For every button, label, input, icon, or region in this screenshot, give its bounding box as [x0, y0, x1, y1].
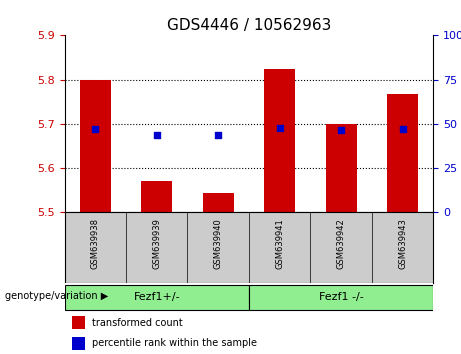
- Bar: [72, 337, 85, 350]
- Point: [399, 126, 406, 132]
- Title: GDS4446 / 10562963: GDS4446 / 10562963: [167, 18, 331, 33]
- Text: GSM639940: GSM639940: [214, 218, 223, 269]
- Text: GSM639938: GSM639938: [91, 218, 100, 269]
- Text: GSM639942: GSM639942: [337, 218, 346, 269]
- Text: GSM639939: GSM639939: [152, 218, 161, 269]
- Bar: [264, 69, 295, 212]
- Point: [214, 132, 222, 137]
- Point: [276, 125, 284, 131]
- Point: [92, 126, 99, 132]
- Bar: [72, 316, 85, 329]
- Text: Fezf1 -/-: Fezf1 -/-: [319, 292, 364, 302]
- Bar: [326, 124, 356, 212]
- Bar: [65, 285, 249, 310]
- Text: GSM639943: GSM639943: [398, 218, 407, 269]
- Bar: [80, 80, 111, 212]
- Bar: [249, 285, 433, 310]
- Text: GSM639941: GSM639941: [275, 218, 284, 269]
- Point: [153, 132, 160, 138]
- Bar: [203, 193, 234, 212]
- Bar: [142, 181, 172, 212]
- Point: [337, 127, 345, 133]
- Text: transformed count: transformed count: [92, 318, 183, 329]
- Text: Fezf1+/-: Fezf1+/-: [133, 292, 180, 302]
- Text: percentile rank within the sample: percentile rank within the sample: [92, 338, 257, 348]
- Text: genotype/variation ▶: genotype/variation ▶: [5, 291, 108, 301]
- Bar: [387, 94, 418, 212]
